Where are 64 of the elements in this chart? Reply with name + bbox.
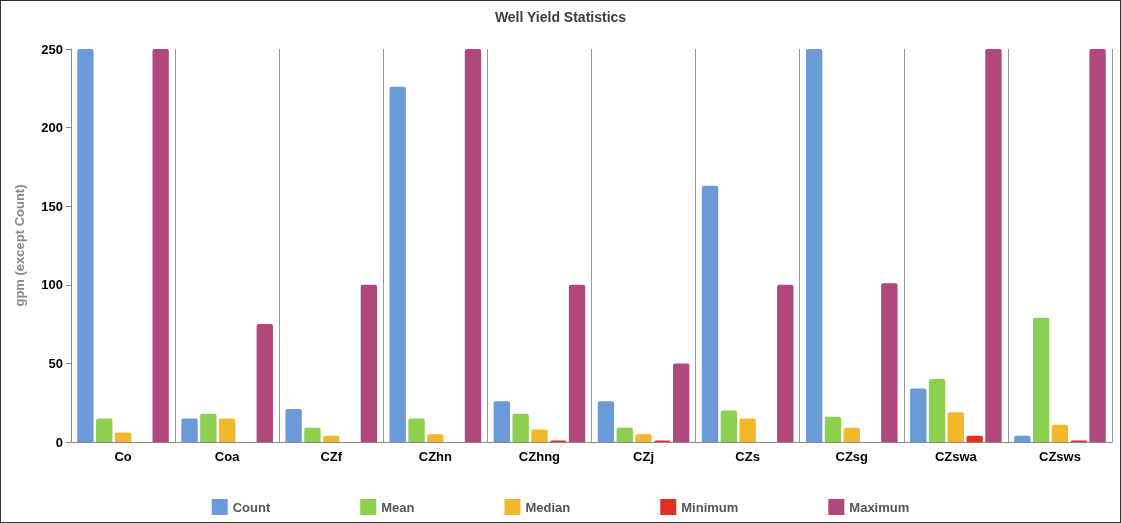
bar bbox=[777, 284, 794, 442]
y-tick-label: 50 bbox=[48, 355, 63, 371]
bar bbox=[843, 427, 860, 442]
x-tick-label: CZsg bbox=[835, 449, 869, 464]
bar bbox=[96, 418, 113, 442]
bar bbox=[1089, 49, 1106, 442]
bar bbox=[323, 435, 340, 442]
x-tick-label: Coa bbox=[214, 449, 241, 464]
bar bbox=[256, 324, 273, 442]
x-tick-label: CZsws bbox=[1039, 449, 1081, 464]
x-tick-label: CZswa bbox=[934, 449, 978, 464]
bar bbox=[947, 412, 965, 442]
bar bbox=[616, 427, 633, 442]
y-tick-label: 100 bbox=[41, 277, 63, 293]
bar bbox=[910, 388, 927, 442]
bar bbox=[200, 413, 217, 442]
x-tick-label: CZf bbox=[320, 449, 343, 464]
bar bbox=[427, 434, 444, 442]
bar bbox=[568, 284, 586, 442]
y-tick-label: 200 bbox=[41, 120, 63, 136]
bar bbox=[389, 86, 406, 442]
bar bbox=[77, 49, 94, 442]
y-tick-label: 0 bbox=[55, 434, 63, 450]
bar bbox=[1051, 424, 1069, 442]
bar bbox=[597, 401, 615, 442]
bar bbox=[720, 410, 738, 442]
bar bbox=[181, 418, 198, 442]
bar bbox=[218, 418, 236, 442]
bar bbox=[928, 379, 946, 442]
legend-label: Maximum bbox=[849, 499, 910, 515]
x-tick-label: CZhn bbox=[418, 449, 453, 464]
x-tick-label: Co bbox=[114, 449, 132, 464]
bar bbox=[152, 49, 169, 442]
legend-label: Minimum bbox=[681, 499, 739, 515]
bar bbox=[881, 283, 898, 442]
bar bbox=[966, 435, 983, 442]
x-tick-label: CZs bbox=[735, 449, 760, 464]
bar bbox=[408, 418, 425, 442]
x-tick-label: CZj bbox=[633, 449, 655, 464]
x-tick-label: CZhng bbox=[518, 449, 561, 464]
chart-title: Well Yield Statistics bbox=[494, 9, 627, 25]
bar bbox=[739, 418, 756, 442]
bar bbox=[114, 432, 132, 442]
bar bbox=[824, 416, 842, 442]
bar bbox=[493, 401, 510, 442]
legend-label: Median bbox=[525, 499, 571, 515]
bar bbox=[285, 408, 302, 442]
bar bbox=[512, 413, 529, 442]
y-tick-label: 250 bbox=[41, 41, 63, 57]
y-axis-title: gpm (except Count) bbox=[12, 184, 27, 307]
legend-label: Mean bbox=[381, 499, 415, 515]
bar bbox=[701, 185, 719, 442]
bar bbox=[635, 434, 652, 442]
bar bbox=[531, 429, 548, 442]
bar bbox=[1014, 435, 1031, 442]
bar bbox=[985, 49, 1002, 442]
legend-label: Count bbox=[232, 499, 271, 515]
bar bbox=[673, 363, 690, 442]
bar bbox=[805, 49, 823, 442]
bar bbox=[464, 49, 482, 442]
y-tick-label: 150 bbox=[41, 198, 63, 214]
bar bbox=[1032, 317, 1050, 442]
bar bbox=[304, 427, 321, 442]
bar bbox=[360, 284, 378, 442]
